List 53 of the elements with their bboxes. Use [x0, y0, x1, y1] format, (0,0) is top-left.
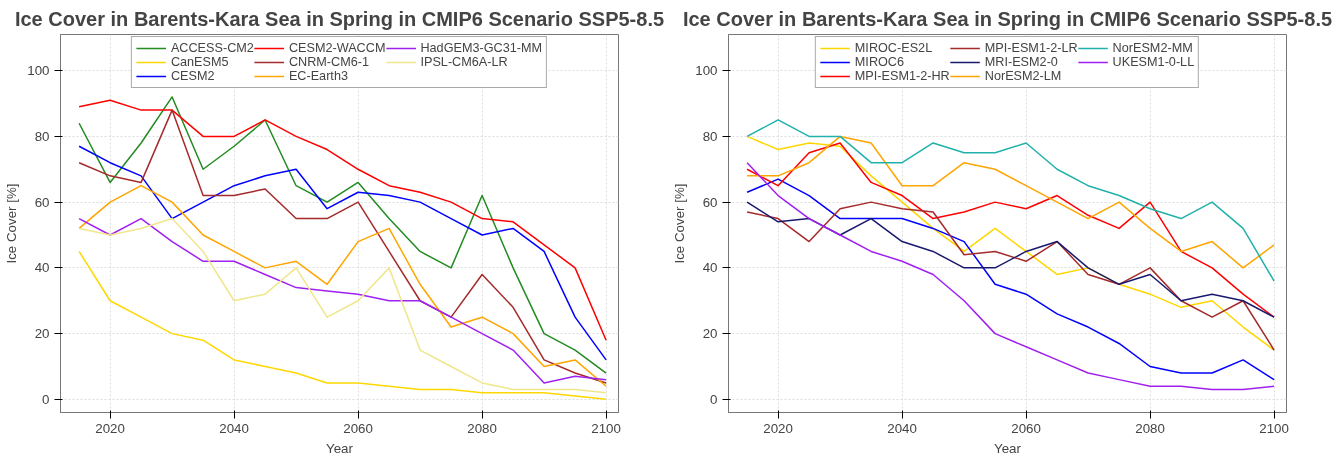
legend-label: HadGEM3-GC31-MM: [420, 41, 543, 55]
y-axis-title: Ice Cover [%]: [672, 183, 688, 264]
y-tick-label: 100: [27, 63, 50, 79]
line-series: [746, 201, 1275, 318]
legend-label: MIROC6: [854, 55, 905, 69]
line-series: [746, 135, 1275, 351]
y-tick-label: 80: [34, 128, 50, 144]
y-tick-label: 20: [34, 326, 50, 342]
x-tick-label: 2040: [219, 420, 249, 436]
x-tick-label: 2100: [591, 420, 621, 436]
x-axis-title: Year: [326, 440, 354, 456]
legend-label: MRI-ESM2-0: [984, 55, 1058, 69]
y-tick-label: 60: [34, 194, 50, 210]
x-tick-label: 2060: [343, 420, 373, 436]
legend-label: NorESM2-MM: [1112, 41, 1193, 55]
x-axis-title: Year: [994, 440, 1022, 456]
chart-title: Ice Cover in Barents-Kara Sea in Spring in CMIP6 Scenario SSP5-8.5: [682, 7, 1333, 30]
legend-label: MIROC-ES2L: [854, 41, 933, 55]
legend-label: ACCESS-CM2: [170, 41, 254, 55]
line-series: [746, 119, 1275, 282]
line-series: [78, 250, 607, 401]
x-tick-label: 2080: [467, 420, 497, 436]
y-axis-title: Ice Cover [%]: [4, 183, 20, 264]
y-tick-label: 40: [34, 260, 50, 276]
legend-label: EC-Earth3: [288, 69, 348, 83]
legend-label: NorESM2-LM: [984, 69, 1062, 83]
line-series: [746, 201, 1275, 351]
x-tick-label: 2020: [763, 420, 793, 436]
legend-label: CESM2: [170, 69, 215, 83]
x-tick-label: 2060: [1011, 420, 1041, 436]
y-tick-label: 0: [42, 391, 50, 407]
y-tick-label: 100: [695, 63, 718, 79]
x-tick-label: 2100: [1259, 420, 1289, 436]
y-tick-label: 60: [702, 194, 718, 210]
legend-label: IPSL-CM6A-LR: [420, 55, 508, 69]
legend-label: MPI-ESM1-2-HR: [854, 69, 950, 83]
chart-title: Ice Cover in Barents-Kara Sea in Spring in CMIP6 Scenario SSP5-8.5: [14, 7, 665, 30]
x-tick-label: 2040: [887, 420, 917, 436]
line-series: [78, 145, 607, 361]
y-tick-label: 40: [702, 260, 718, 276]
y-tick-label: 0: [710, 391, 718, 407]
line-series: [746, 142, 1275, 318]
line-series: [78, 184, 607, 387]
y-tick-label: 80: [702, 128, 718, 144]
line-series: [746, 135, 1275, 269]
x-tick-label: 2080: [1135, 420, 1165, 436]
legend-label: UKESM1-0-LL: [1112, 55, 1195, 69]
legend-label: CanESM5: [170, 55, 229, 69]
legend-label: MPI-ESM1-2-LR: [984, 41, 1078, 55]
legend-label: CNRM-CM6-1: [288, 55, 370, 69]
x-tick-label: 2020: [95, 420, 125, 436]
legend-label: CESM2-WACCM: [288, 41, 386, 55]
y-tick-label: 20: [702, 326, 718, 342]
